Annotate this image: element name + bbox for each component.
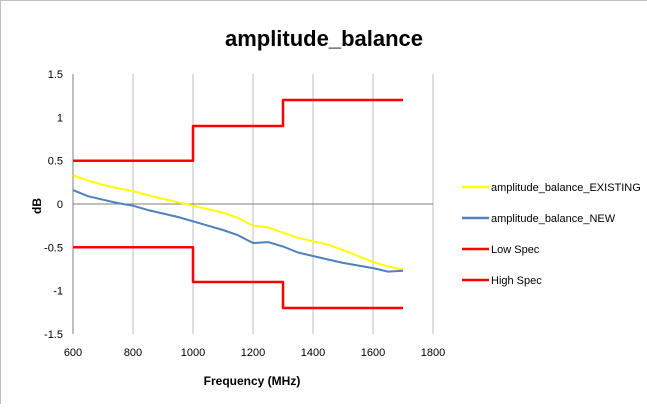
x-tick-label: 1200 bbox=[241, 347, 265, 359]
series-line-high-spec bbox=[73, 98, 403, 162]
x-axis-label: Frequency (MHz) bbox=[204, 374, 301, 388]
legend-item: Low Spec bbox=[462, 244, 540, 256]
x-tick-label: 1000 bbox=[181, 347, 205, 359]
x-tick-label: 1600 bbox=[361, 347, 385, 359]
legend-label: Low Spec bbox=[491, 244, 540, 256]
legend: amplitude_balance_EXISTING amplitude_bala… bbox=[462, 182, 641, 287]
legend-item: amplitude_balance_EXISTING bbox=[462, 182, 641, 194]
x-tick-label: 1800 bbox=[421, 347, 445, 359]
legend-item: amplitude_balance_NEW bbox=[462, 213, 616, 225]
legend-item: High Spec bbox=[462, 275, 542, 287]
legend-label: amplitude_balance_EXISTING bbox=[491, 182, 641, 194]
y-axis-label: dB bbox=[30, 198, 44, 214]
x-tick-label: 800 bbox=[124, 347, 142, 359]
series-line-low-spec bbox=[73, 246, 403, 310]
chart-title: amplitude_balance bbox=[225, 26, 423, 51]
y-tick-label: 0 bbox=[57, 199, 63, 211]
legend-label: amplitude_balance_NEW bbox=[491, 213, 616, 225]
y-tick-label: 1 bbox=[57, 112, 63, 124]
x-tick-label: 600 bbox=[64, 347, 82, 359]
x-tick-label: 1400 bbox=[301, 347, 325, 359]
y-tick-label: -1.5 bbox=[44, 329, 63, 341]
legend-label: High Spec bbox=[491, 275, 542, 287]
y-tick-label: -1 bbox=[53, 286, 63, 298]
y-tick-label: 0.5 bbox=[48, 156, 63, 168]
y-tick-label: 1.5 bbox=[48, 69, 63, 81]
series-line-amplitude-balance-existing bbox=[72, 174, 404, 271]
series-line-amplitude-balance-new bbox=[72, 189, 404, 273]
series-layer bbox=[72, 98, 404, 310]
y-tick-label: -0.5 bbox=[44, 242, 63, 254]
